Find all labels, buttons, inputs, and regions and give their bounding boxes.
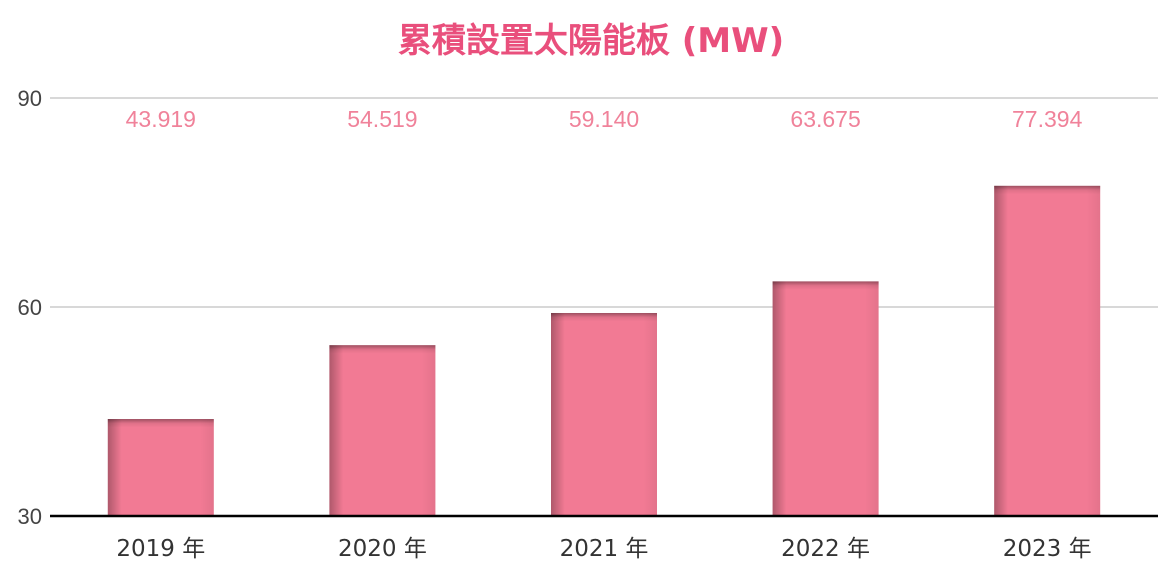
data-label: 54.519	[347, 106, 417, 132]
axes: 30 60 90 2019 年 2020 年 2021 年 2022 年 2023 年	[18, 86, 1158, 562]
bar-group	[107, 419, 214, 516]
bar-shade-top	[107, 419, 214, 490]
x-category-label: 2021 年	[560, 536, 649, 562]
y-tick-label: 30	[18, 504, 42, 529]
y-tick-label: 60	[18, 295, 42, 320]
y-tick-label: 90	[18, 86, 42, 111]
data-label: 59.140	[569, 106, 639, 132]
x-category-label: 2020 年	[338, 536, 427, 562]
bar-group	[994, 185, 1101, 517]
bar-shade-top	[994, 185, 1101, 256]
bars	[107, 185, 1101, 517]
data-label: 43.919	[126, 106, 196, 132]
x-category-label: 2023 年	[1003, 536, 1092, 562]
bar-shade-top	[772, 281, 879, 352]
bar-group	[551, 312, 657, 516]
x-category-label: 2022 年	[781, 536, 870, 562]
data-labels: 43.919 54.519 59.140 63.675 77.394	[126, 106, 1083, 132]
gridlines	[50, 97, 1158, 308]
bar-group	[329, 345, 436, 516]
bar-group	[772, 281, 879, 516]
bar-shade-top	[551, 312, 657, 383]
bar-shade-top	[329, 345, 436, 416]
data-label: 77.394	[1012, 106, 1083, 132]
data-label: 63.675	[790, 106, 860, 132]
x-category-label: 2019 年	[116, 536, 205, 562]
chart-title: 累積設置太陽能板 (MW)	[398, 21, 784, 61]
